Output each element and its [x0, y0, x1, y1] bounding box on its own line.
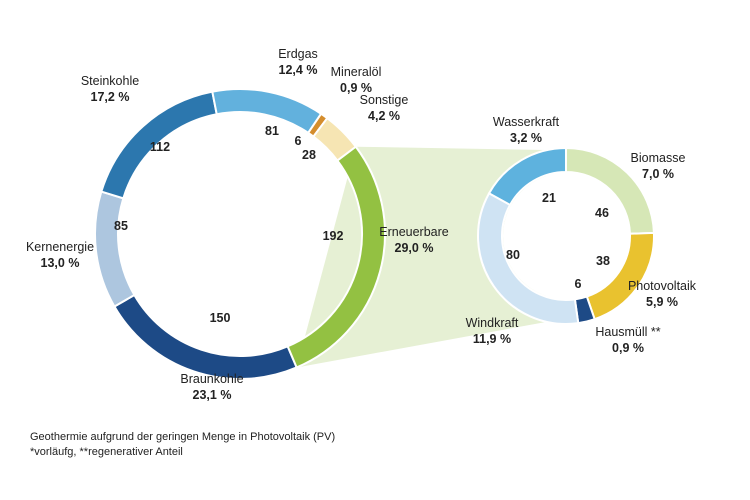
slice-value-windkraft: 80	[506, 248, 520, 262]
slice-erneuerbare	[286, 145, 386, 369]
slice-value-sonstige: 28	[302, 148, 316, 162]
slice-percent-mineraloel: 0,9 %	[340, 81, 372, 95]
slice-percent-braunkohle: 23,1 %	[193, 388, 232, 402]
slice-value-erdgas: 81	[265, 124, 279, 138]
slice-label-braunkohle: Braunkohle	[180, 372, 243, 386]
slice-percent-erdgas: 12,4 %	[279, 63, 318, 77]
slice-label-steinkohle: Steinkohle	[81, 74, 139, 88]
slice-percent-biomasse: 7,0 %	[642, 167, 674, 181]
slice-label-wasserkraft: Wasserkraft	[493, 115, 560, 129]
slice-value-braunkohle: 150	[210, 311, 231, 325]
slice-percent-windkraft: 11,9 %	[473, 332, 511, 346]
slice-value-hausmuell: 6	[575, 277, 582, 291]
slice-percent-photovoltaik: 5,9 %	[646, 295, 678, 309]
slice-value-erneuerbare: 192	[323, 229, 344, 243]
footnote-legend: *vorläufg, **regenerativer Anteil	[30, 446, 183, 458]
slice-label-photovoltaik: Photovoltaik	[628, 279, 697, 293]
slice-windkraft	[477, 191, 580, 325]
slice-label-hausmuell: Hausmüll **	[595, 325, 660, 339]
slice-value-photovoltaik: 38	[596, 254, 610, 268]
slice-value-kernenergie: 85	[114, 219, 128, 233]
slice-label-erneuerbare: Erneuerbare	[379, 225, 449, 239]
slice-value-biomasse: 46	[595, 206, 609, 220]
slice-label-erdgas: Erdgas	[278, 47, 318, 61]
renewables-donut-hole	[503, 173, 629, 299]
slice-percent-hausmuell: 0,9 %	[612, 341, 644, 355]
slice-percent-wasserkraft: 3,2 %	[510, 131, 542, 145]
slice-value-steinkohle: 112	[150, 140, 170, 154]
slice-value-mineraloel: 6	[295, 134, 302, 148]
renewables-donut: Wasserkraft 3,2 % 21 Biomasse 7,0 % 46 Photovo…	[466, 115, 697, 355]
slice-label-biomasse: Biomasse	[631, 151, 686, 165]
footnote-geothermie: Geothermie aufgrund der geringen Menge i…	[30, 431, 336, 443]
slice-label-kernenergie: Kernenergie	[26, 240, 94, 254]
slice-percent-sonstige: 4,2 %	[368, 109, 400, 123]
slice-value-wasserkraft: 21	[542, 191, 556, 205]
main-donut: Braunkohle 23,1 % 150 Kernenergie 13,0 % 85 St…	[26, 47, 449, 402]
slice-kernenergie	[94, 190, 136, 308]
slice-label-mineraloel: Mineralöl	[331, 65, 382, 79]
slice-percent-steinkohle: 17,2 %	[91, 90, 130, 104]
slice-percent-kernenergie: 13,0 %	[41, 256, 80, 270]
slice-label-windkraft: Windkraft	[466, 316, 519, 330]
slice-percent-erneuerbare: 29,0 %	[395, 241, 434, 255]
slice-label-sonstige: Sonstige	[360, 93, 409, 107]
slice-braunkohle	[113, 293, 298, 380]
